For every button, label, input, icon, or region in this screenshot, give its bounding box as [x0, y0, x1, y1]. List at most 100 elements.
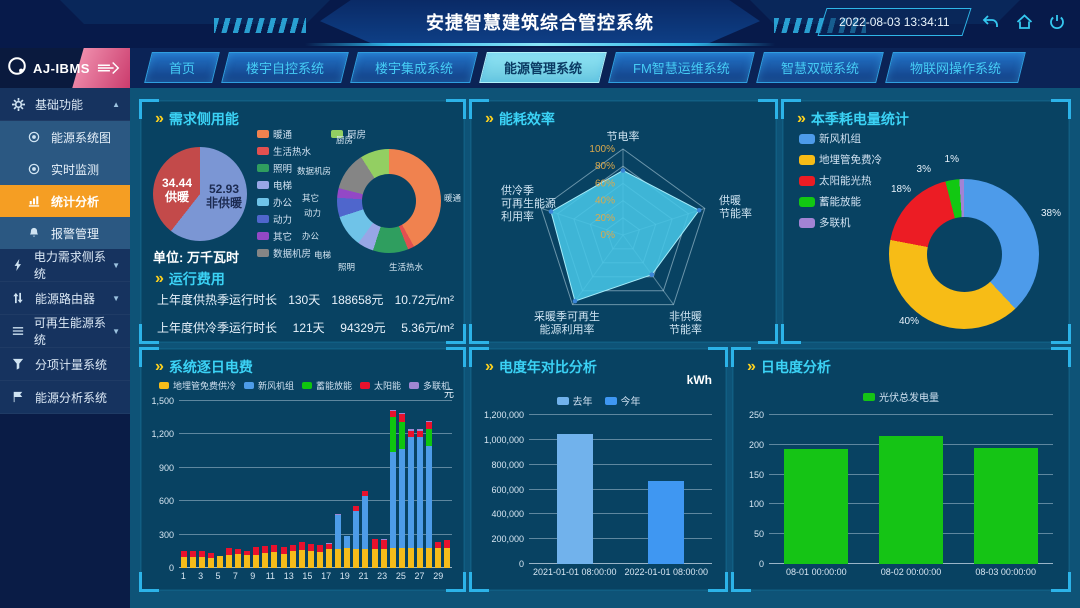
legend-item[interactable]: 新风机组 — [243, 379, 294, 392]
chart-label: 18% — [890, 184, 911, 195]
nav-tab[interactable]: 首页 — [144, 52, 220, 83]
legend-item[interactable]: 今年 — [604, 393, 641, 408]
y-tick-label: 800,000 — [491, 459, 524, 470]
legend-label: 数据机房 — [273, 249, 312, 260]
nav-tab[interactable]: 物联网操作系统 — [884, 52, 1026, 83]
x-tick-label — [188, 571, 197, 581]
donut-hole — [361, 173, 417, 229]
panel-daily-cost: » 系统逐日电费 地埋管免费供冷 新风机组 蓄能放能 太阳能 多联机 元 0 300 600 9… — [139, 347, 466, 592]
power-icon[interactable] — [1048, 13, 1066, 31]
x-tick-label: 11 — [265, 571, 276, 581]
x-tick-label — [425, 571, 434, 581]
x-tick-label — [275, 571, 284, 581]
legend-item[interactable]: 光伏总发电量 — [863, 389, 939, 404]
sidebar-subitem[interactable]: 实时监测 — [0, 153, 130, 185]
bar-slot — [352, 401, 361, 568]
sidebar-item-label: 能源路由器 — [35, 291, 96, 306]
legend-item[interactable]: 电梯 — [257, 178, 311, 192]
panel-title-season: » 本季耗电量统计 — [797, 110, 909, 128]
panel-title-demand: » 需求侧用能 — [155, 110, 239, 128]
sidebar-subitem[interactable]: 统计分析 — [0, 185, 130, 217]
legend-item[interactable]: 太阳能 — [360, 379, 401, 392]
legend-item[interactable]: 地埋管免费供冷 — [158, 379, 236, 392]
legend-item[interactable]: 生活热水 — [257, 144, 311, 158]
stacked-bar-day-8 — [244, 401, 251, 568]
x-tick-label: 15 — [302, 571, 313, 581]
corner-bracket — [446, 347, 466, 367]
sidebar-item[interactable]: 能源分析系统 — [0, 381, 130, 414]
x-tick-label — [369, 571, 378, 581]
legend-item[interactable]: 地埋管免费冷 — [799, 152, 882, 167]
bar-segment — [335, 548, 342, 568]
sidebar-subitem-label: 能源系统图 — [51, 130, 112, 145]
legend-item[interactable]: 其它 — [257, 229, 311, 243]
bar-segment — [326, 544, 333, 550]
stacked-bar-day-28 — [426, 401, 433, 568]
nav-tab[interactable]: 智慧双碳系统 — [755, 52, 884, 83]
legend-item[interactable]: 数据机房 — [257, 246, 311, 260]
bar-segment — [389, 452, 396, 548]
legend-item[interactable]: 动力 — [257, 212, 311, 226]
bar-segment — [371, 539, 378, 550]
legend-item[interactable]: 厨房 — [331, 127, 366, 141]
legend-label: 厨房 — [347, 130, 367, 141]
home-icon[interactable] — [1015, 13, 1034, 31]
chevron-icon: » — [155, 270, 164, 287]
sidebar-item[interactable]: 基础功能 ▲ — [0, 88, 130, 121]
legend-item[interactable]: 去年 — [556, 393, 593, 408]
bell-icon — [28, 227, 44, 239]
sidebar: 基础功能 ▲ 能源系统图实时监测 统计分析 报警管理 电力需求侧系统 ▼ 能源路由器 ▼ 可再生能… — [0, 88, 130, 608]
legend-item[interactable]: 新风机组 — [799, 131, 882, 146]
legend-swatch — [257, 215, 269, 223]
bar-slot — [361, 401, 370, 568]
legend-item[interactable]: 暖通 — [257, 127, 311, 141]
legend-swatch — [863, 392, 875, 401]
bar-slot — [343, 401, 352, 568]
cost-days: 121天 — [292, 321, 325, 335]
legend-item[interactable]: 蓄能放能 — [302, 379, 352, 392]
nav-tabs: 首页 楼宇自控系统 楼宇集成系统 能源管理系统 FM智慧运维系统 智慧双碳系统 物联网操作系… — [130, 48, 1080, 88]
chart-label: 38% — [1041, 208, 1062, 219]
nav-tab[interactable]: 能源管理系统 — [479, 52, 607, 83]
legend-swatch — [243, 382, 254, 389]
bar-segment — [207, 557, 214, 568]
corner-bracket — [469, 324, 489, 344]
legend-item[interactable]: 太阳能光热 — [799, 173, 882, 188]
y-axis-unit: kWh — [686, 373, 712, 387]
legend-item[interactable]: 多联机 — [409, 379, 450, 392]
menu-arrow-icon[interactable] — [97, 61, 121, 75]
nav-tab[interactable]: 楼宇自控系统 — [221, 52, 349, 83]
sidebar-item[interactable]: 可再生能源系统 ▼ — [0, 315, 130, 348]
sidebar-subitem[interactable]: 能源系统图 — [0, 121, 130, 153]
x-tick-label — [387, 571, 396, 581]
legend-item[interactable]: 办公 — [257, 195, 311, 209]
x-tick-label: 25 — [395, 571, 406, 581]
bar-segment — [416, 429, 423, 431]
bar-segment — [180, 551, 187, 557]
legend-item[interactable]: 蓄能放能 — [799, 194, 882, 209]
bar-segment — [180, 556, 187, 568]
sidebar-subitem[interactable]: 报警管理 — [0, 217, 130, 249]
back-icon[interactable] — [981, 13, 1001, 31]
sidebar-item[interactable]: 电力需求侧系统 ▼ — [0, 249, 130, 282]
stacked-bar-day-23 — [380, 401, 387, 568]
header-right: 2022-08-03 13:34:11 — [817, 8, 1066, 36]
corner-bracket — [708, 347, 728, 367]
y-tick-label: 0 — [518, 559, 524, 569]
nav-tab[interactable]: 楼宇集成系统 — [350, 52, 478, 83]
y-tick-label: 0 — [758, 559, 764, 569]
bar-segment — [207, 552, 214, 558]
sidebar-item[interactable]: 分项计量系统 — [0, 348, 130, 381]
main: 基础功能 ▲ 能源系统图实时监测 统计分析 报警管理 电力需求侧系统 ▼ 能源路由器 ▼ 可再生能… — [0, 88, 1080, 608]
panel-title-daily-cost: » 系统逐日电费 — [155, 358, 253, 376]
corner-bracket — [139, 99, 159, 119]
legend-swatch — [331, 130, 343, 138]
legend-item[interactable]: 多联机 — [799, 215, 882, 230]
sidebar-item[interactable]: 能源路由器 ▼ — [0, 282, 130, 315]
legend-item[interactable]: 照明 — [257, 161, 311, 175]
nav-tab[interactable]: FM智慧运维系统 — [608, 52, 755, 83]
x-tick-label — [331, 571, 340, 581]
bar-segment — [784, 448, 849, 564]
bar-segment — [216, 556, 223, 568]
